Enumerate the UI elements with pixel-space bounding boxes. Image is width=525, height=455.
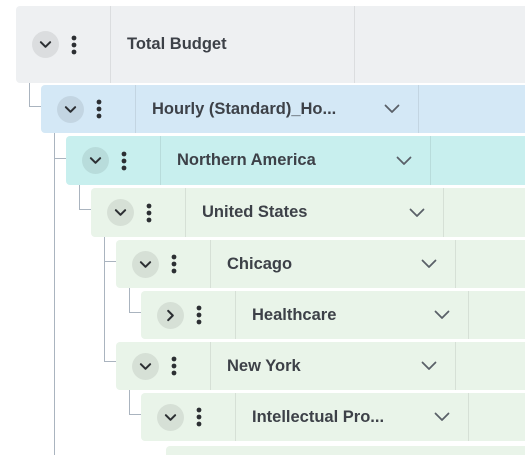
- row-controls: [66, 136, 161, 185]
- row-menu-button[interactable]: [88, 96, 110, 123]
- expand-toggle-button[interactable]: [32, 31, 59, 58]
- kebab-menu-icon: [196, 407, 202, 427]
- tree-connector: [129, 390, 130, 414]
- expand-toggle-button[interactable]: [157, 301, 184, 329]
- chevron-down-icon: [64, 105, 77, 113]
- row-controls: [91, 188, 186, 237]
- tree-row-partial: [166, 446, 525, 455]
- row-controls: [116, 240, 211, 288]
- dropdown-chevron-icon[interactable]: [421, 361, 437, 371]
- row-label-cell: Chicago: [211, 240, 456, 288]
- dropdown-chevron-icon[interactable]: [434, 412, 450, 422]
- tree-connector: [129, 414, 142, 415]
- tree-row-new-york: New York: [116, 342, 525, 390]
- tree-row-hourly-standard: Hourly (Standard)_Ho...: [41, 85, 525, 133]
- row-label-cell: Hourly (Standard)_Ho...: [136, 85, 419, 133]
- row-menu-button[interactable]: [63, 31, 85, 58]
- row-label: United States: [202, 203, 308, 221]
- dropdown-chevron-icon[interactable]: [384, 104, 400, 114]
- chevron-down-icon: [139, 362, 152, 370]
- row-menu-button[interactable]: [163, 353, 185, 380]
- dropdown-chevron-icon[interactable]: [421, 259, 437, 269]
- expand-toggle-button[interactable]: [132, 250, 159, 278]
- tree-connector: [104, 361, 117, 362]
- row-label-cell: New York: [211, 342, 456, 390]
- kebab-menu-icon: [171, 356, 177, 376]
- row-menu-button[interactable]: [188, 404, 210, 431]
- row-label-cell: Healthcare: [236, 291, 469, 339]
- chevron-right-icon: [167, 309, 174, 321]
- row-menu-button[interactable]: [113, 147, 135, 174]
- row-menu-button[interactable]: [138, 199, 160, 226]
- dropdown-chevron-icon[interactable]: [409, 208, 425, 218]
- tree-connector: [129, 312, 142, 313]
- kebab-menu-icon: [196, 305, 202, 325]
- row-label: Healthcare: [252, 305, 337, 324]
- expand-toggle-button[interactable]: [107, 199, 134, 226]
- chevron-down-icon: [114, 209, 127, 216]
- row-label-cell: Total Budget: [111, 6, 355, 83]
- tree-connector: [79, 209, 92, 210]
- row-controls: [41, 85, 136, 133]
- row-controls: [116, 342, 211, 390]
- kebab-menu-icon: [146, 203, 152, 222]
- row-label: Chicago: [227, 254, 293, 273]
- tree-connector: [29, 106, 42, 107]
- row-label: Intellectual Pro...: [252, 407, 385, 426]
- row-label-cell: United States: [186, 188, 444, 237]
- expand-toggle-button[interactable]: [157, 403, 184, 431]
- tree-connector: [129, 288, 130, 312]
- tree-row-intellectual-property: Intellectual Pro...: [141, 393, 525, 441]
- tree-row-total-budget: Total Budget: [16, 6, 525, 83]
- expand-toggle-button[interactable]: [57, 95, 84, 123]
- row-label-cell: Northern America: [161, 136, 431, 185]
- row-label-cell: Intellectual Pro...: [236, 393, 469, 441]
- kebab-menu-icon: [96, 99, 102, 119]
- dropdown-chevron-icon[interactable]: [396, 156, 412, 166]
- expand-toggle-button[interactable]: [82, 147, 109, 174]
- tree-row-chicago: Chicago: [116, 240, 525, 288]
- row-menu-button[interactable]: [188, 302, 210, 329]
- chevron-down-icon: [164, 413, 177, 421]
- chevron-down-icon: [139, 260, 152, 268]
- chevron-down-icon: [39, 41, 52, 48]
- kebab-menu-icon: [71, 35, 77, 54]
- tree-connector: [54, 133, 55, 455]
- row-controls: [141, 393, 236, 441]
- kebab-menu-icon: [171, 254, 177, 274]
- tree-connector: [104, 261, 117, 262]
- tree-row-northern-america: Northern America: [66, 136, 525, 185]
- row-label: Total Budget: [127, 35, 227, 53]
- tree-connector: [54, 158, 67, 159]
- row-controls: [16, 6, 111, 83]
- row-label: New York: [227, 356, 301, 375]
- dropdown-chevron-icon[interactable]: [434, 310, 450, 320]
- row-controls: [141, 291, 236, 339]
- expand-toggle-button[interactable]: [132, 352, 159, 380]
- chevron-down-icon: [89, 157, 102, 164]
- row-label: Northern America: [177, 151, 316, 169]
- row-label: Hourly (Standard)_Ho...: [152, 99, 337, 118]
- row-menu-button[interactable]: [163, 251, 185, 278]
- tree-connector: [79, 185, 80, 209]
- tree-row-healthcare: Healthcare: [141, 291, 525, 339]
- tree-row-united-states: United States: [91, 188, 525, 237]
- tree-connector: [29, 83, 30, 106]
- kebab-menu-icon: [121, 151, 127, 170]
- tree-connector: [104, 237, 105, 361]
